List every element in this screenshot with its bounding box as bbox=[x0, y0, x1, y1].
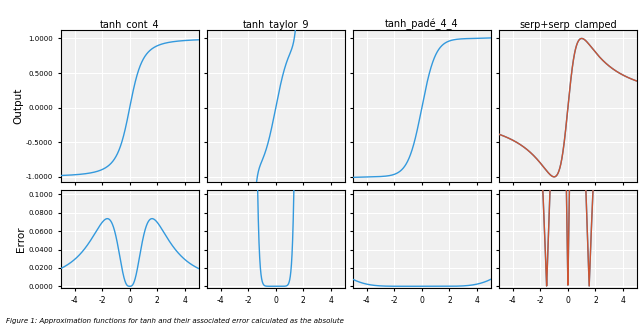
Y-axis label: Output: Output bbox=[13, 88, 23, 124]
Title: tanh_padé_4_4: tanh_padé_4_4 bbox=[385, 19, 459, 30]
Y-axis label: Error: Error bbox=[15, 226, 26, 252]
Title: serp+serp_clamped: serp+serp_clamped bbox=[519, 19, 617, 30]
Text: Figure 1: Approximation functions for tanh and their associated error calculated: Figure 1: Approximation functions for ta… bbox=[6, 318, 344, 324]
Title: tanh_taylor_9: tanh_taylor_9 bbox=[243, 19, 309, 30]
Title: tanh_cont_4: tanh_cont_4 bbox=[100, 19, 159, 30]
